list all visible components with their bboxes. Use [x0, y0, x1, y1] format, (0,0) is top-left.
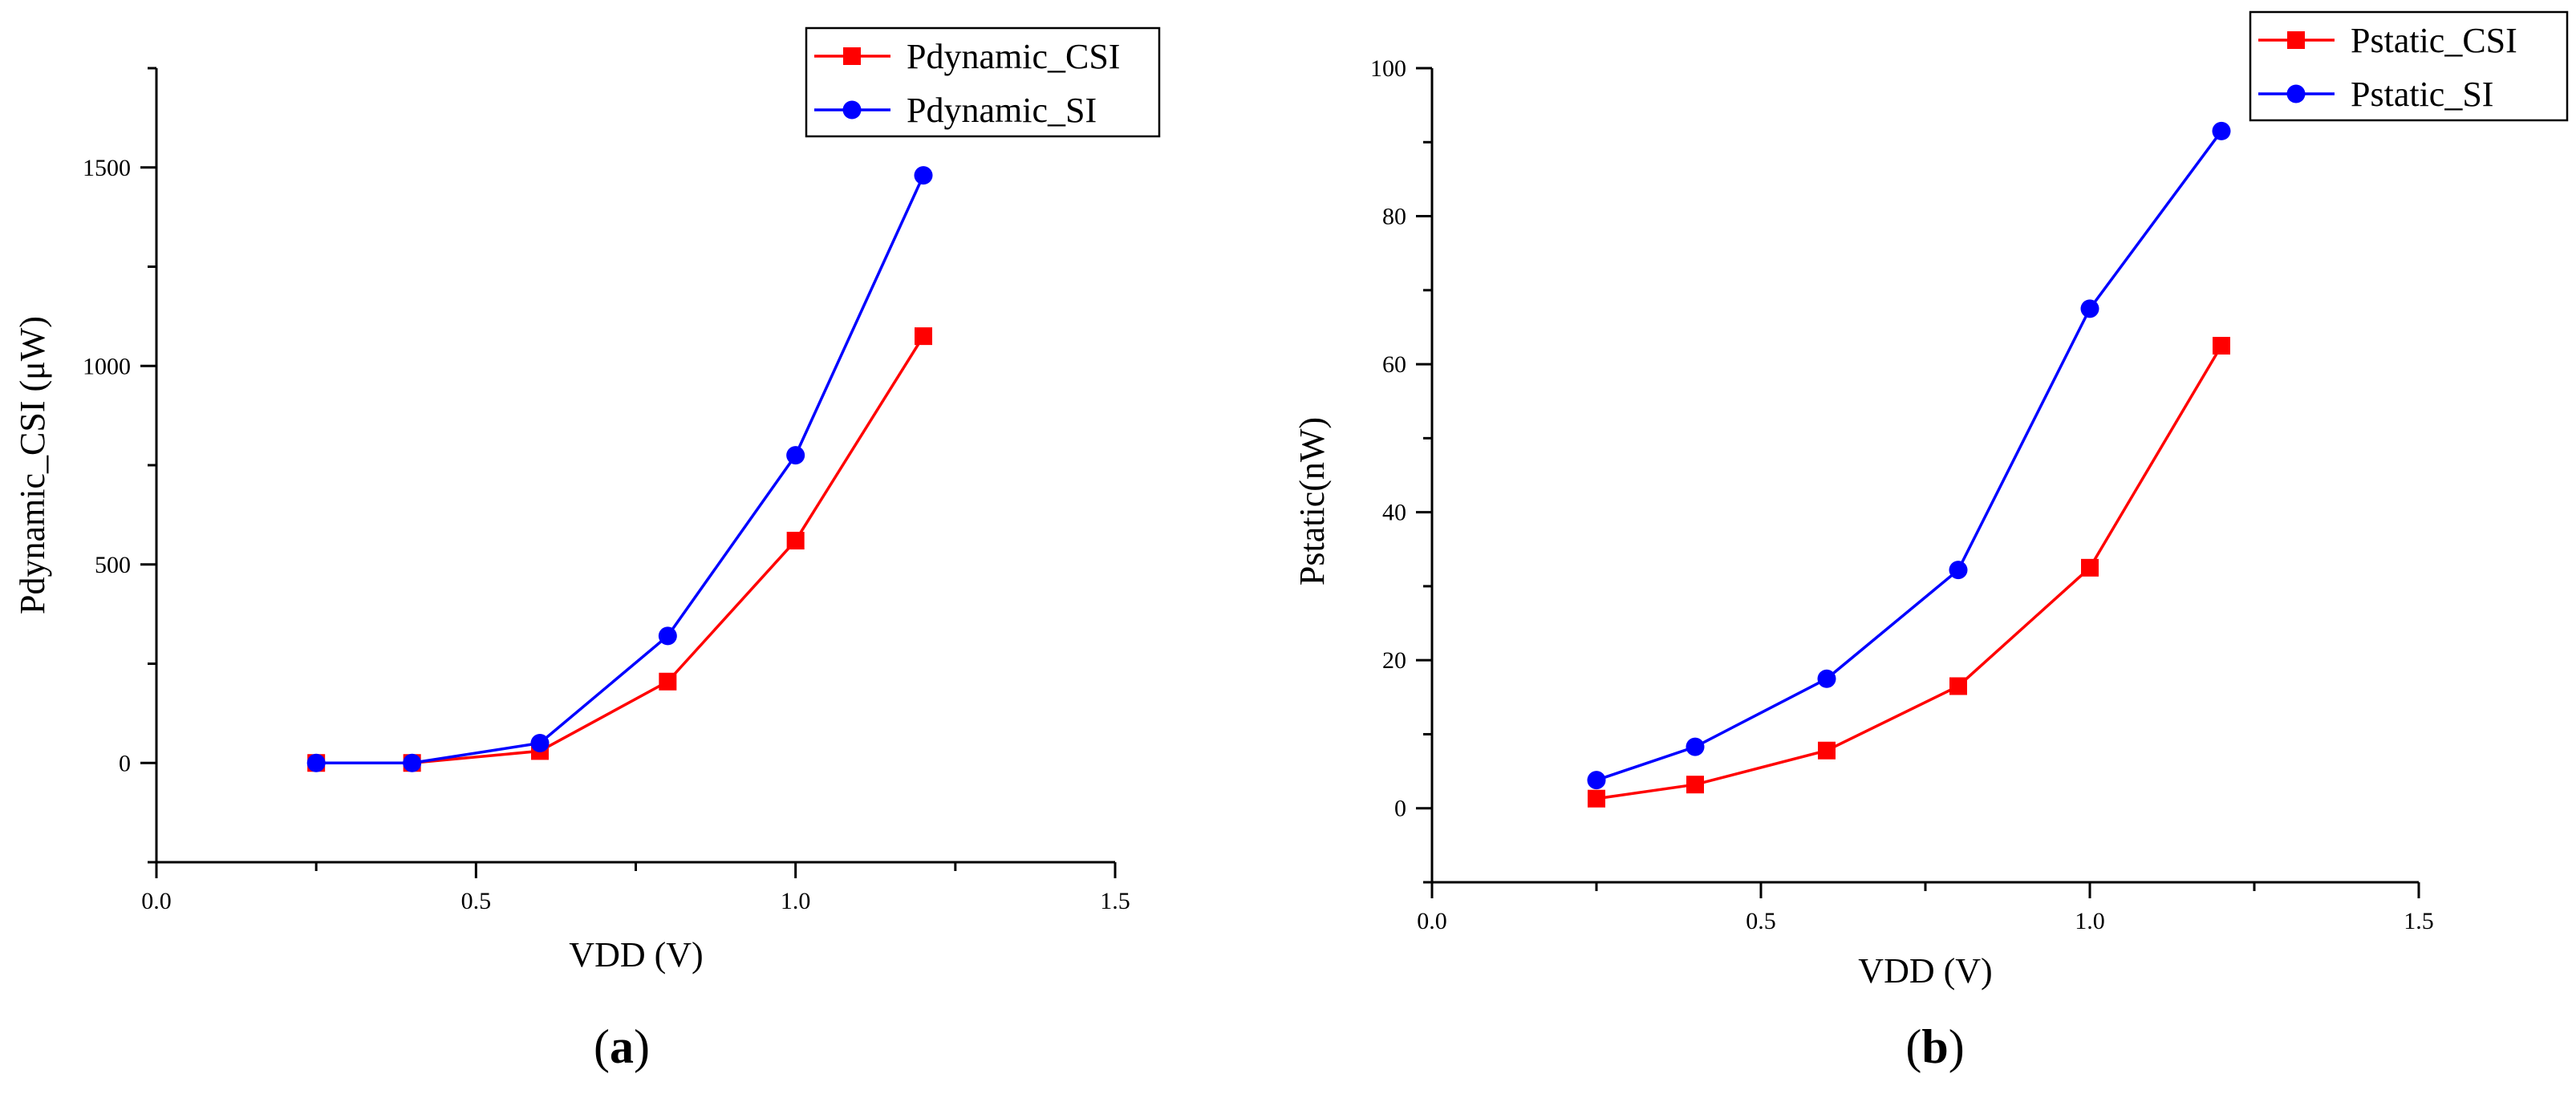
y-tick-label: 0	[1394, 796, 1406, 822]
data-point-Pstatic_SI	[1686, 737, 1705, 756]
x-tick-label: 1.5	[1100, 888, 1130, 914]
y-tick-label: 0	[119, 750, 131, 776]
data-point-Pstatic_CSI	[2213, 337, 2230, 355]
data-point-Pdynamic_SI	[914, 166, 933, 185]
legend-marker	[842, 100, 862, 120]
data-point-Pstatic_SI	[2212, 121, 2231, 140]
data-point-Pstatic_CSI	[2081, 558, 2099, 577]
y-tick-label: 1000	[83, 353, 131, 379]
data-point-Pdynamic_SI	[403, 753, 422, 772]
x-tick-label: 0.0	[141, 888, 172, 914]
data-point-Pdynamic_CSI	[659, 672, 677, 691]
panel-label: (b)	[1905, 1020, 1964, 1073]
y-tick-label: 100	[1370, 55, 1406, 82]
data-point-Pstatic_CSI	[1686, 776, 1704, 794]
legend: Pdynamic_CSI Pdynamic_SI	[805, 26, 1161, 138]
y-axis-title: Pstatic(nW)	[1292, 417, 1332, 585]
y-tick-label: 40	[1382, 500, 1406, 526]
y-tick-label: 500	[95, 552, 131, 578]
series-line-Pdynamic_SI	[316, 174, 925, 764]
data-point-Pstatic_SI	[1817, 669, 1836, 688]
data-point-Pdynamic_SI	[786, 446, 805, 465]
y-tick-label: 80	[1382, 204, 1406, 230]
y-tick-label: 1500	[83, 155, 131, 181]
data-point-Pdynamic_SI	[530, 734, 550, 752]
y-axis-title: Pdynamic_CSI (μW)	[13, 316, 52, 614]
data-point-Pdynamic_SI	[306, 753, 326, 772]
x-tick-label: 1.0	[2075, 908, 2105, 934]
data-point-Pdynamic_CSI	[786, 532, 805, 550]
data-point-Pdynamic_CSI	[915, 327, 932, 346]
chart-panel-b: 0.0 0.5 1.0 1.5 0 20 40 60 80 100 VDD (V) Pstatic(n…	[1292, 10, 2569, 1073]
data-point-Pstatic_CSI	[1949, 677, 1967, 695]
data-point-Pstatic_CSI	[1588, 789, 1605, 808]
data-point-Pstatic_SI	[2080, 299, 2099, 318]
x-axis-title: VDD (V)	[569, 935, 703, 974]
series-line-Pstatic_SI	[1596, 130, 2223, 782]
legend-box	[805, 26, 1161, 138]
y-tick-label: 20	[1382, 647, 1406, 674]
x-tick-label: 1.5	[2404, 908, 2434, 934]
legend-marker	[843, 47, 861, 65]
x-tick-label: 0.5	[1746, 908, 1776, 934]
legend-box	[2249, 10, 2569, 122]
data-point-Pstatic_SI	[1949, 561, 1968, 580]
legend-marker	[2287, 31, 2305, 49]
x-tick-label: 0.5	[461, 888, 492, 914]
legend-label: Pstatic_CSI	[2351, 21, 2517, 60]
series-line-Pdynamic_CSI	[316, 335, 925, 764]
legend-label: Pdynamic_CSI	[907, 37, 1120, 76]
data-point-Pdynamic_SI	[658, 626, 677, 646]
data-point-Pstatic_SI	[1587, 771, 1606, 790]
legend-label: Pdynamic_SI	[907, 91, 1097, 130]
chart-panel-a: 0.0 0.5 1.0 1.5 0 500 1000 1500 VDD (V) Pdynamic_…	[13, 26, 1161, 1073]
legend: Pstatic_CSI Pstatic_SI	[2249, 10, 2569, 122]
x-tick-label: 0.0	[1417, 908, 1447, 934]
x-tick-label: 1.0	[781, 888, 811, 914]
y-tick-label: 60	[1382, 351, 1406, 378]
legend-marker	[2286, 84, 2306, 103]
series-line-Pstatic_CSI	[1596, 345, 2223, 800]
data-point-Pstatic_CSI	[1818, 741, 1836, 760]
panel-label: (a)	[594, 1020, 650, 1073]
x-axis-title: VDD (V)	[1858, 951, 1992, 991]
legend-label: Pstatic_SI	[2351, 75, 2493, 114]
